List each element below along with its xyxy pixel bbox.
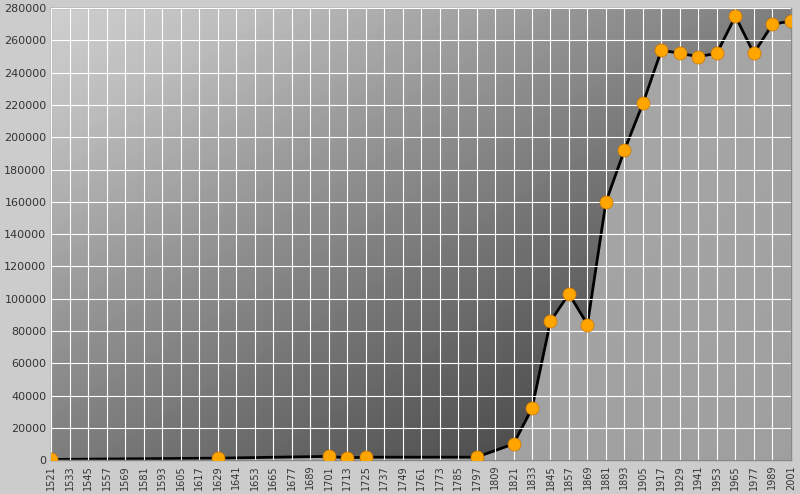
Point: [692, 53, 705, 61]
Point: [544, 317, 557, 325]
Point: [322, 453, 335, 460]
Point: [599, 198, 612, 206]
Point: [562, 290, 575, 298]
Point: [729, 12, 742, 20]
Point: [211, 454, 224, 462]
Point: [747, 49, 760, 57]
Point: [655, 46, 668, 54]
Point: [341, 454, 354, 462]
Point: [526, 405, 538, 412]
Point: [581, 321, 594, 329]
Point: [637, 99, 650, 107]
Point: [766, 20, 778, 28]
Point: [470, 453, 483, 461]
Point: [507, 440, 520, 448]
Point: [674, 49, 686, 57]
Point: [45, 455, 58, 463]
Point: [618, 146, 631, 154]
Point: [785, 17, 798, 25]
Point: [710, 49, 723, 57]
Point: [359, 453, 372, 461]
